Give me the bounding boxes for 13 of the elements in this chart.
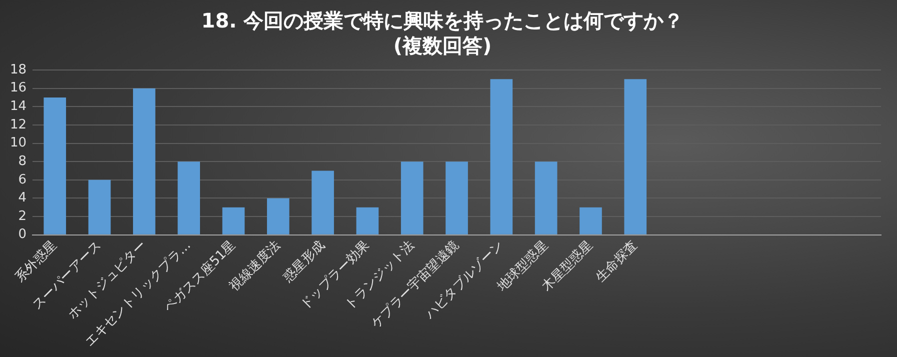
y-tick-label: 0 (18, 227, 27, 242)
y-tick-label: 12 (10, 117, 27, 132)
x-tick-label: 生命探査 (593, 238, 641, 286)
chart-subtitle: (複数回答) (393, 34, 492, 58)
y-tick-label: 2 (18, 208, 27, 224)
y-tick-label: 4 (18, 190, 27, 206)
y-tick-label: 6 (18, 172, 27, 188)
y-tick-label: 14 (10, 99, 27, 114)
y-tick-label: 8 (18, 154, 27, 169)
chart-title: 18. 今回の授業で特に興味を持ったことは何ですか？ (201, 8, 684, 33)
y-tick-label: 16 (10, 80, 27, 96)
y-tick-label: 18 (10, 62, 27, 78)
y-tick-label: 10 (10, 136, 27, 151)
